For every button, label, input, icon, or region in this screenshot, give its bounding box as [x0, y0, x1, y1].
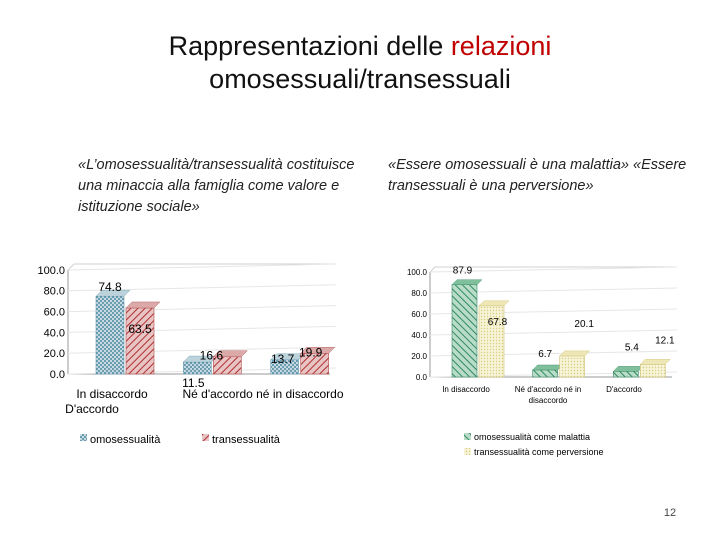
category-label: Né d'accordo né in disaccordo — [182, 387, 343, 401]
legend-label: omosessualità come malattia — [474, 432, 590, 442]
legend-label: omosessualità — [90, 434, 161, 446]
chart-back-wall — [429, 266, 677, 273]
data-label: 19.9 — [299, 345, 323, 359]
category-label: disaccordo — [529, 396, 568, 405]
y-tick-label: 60.0 — [411, 310, 427, 319]
data-label: 12.1 — [655, 335, 675, 346]
y-tick-label: 0.0 — [50, 369, 65, 381]
quote-right: «Essere omosessuali è una malattia» «Ess… — [388, 157, 687, 194]
category-label: D'accordo — [606, 385, 642, 394]
y-tick-label: 80.0 — [44, 286, 65, 298]
bar — [613, 371, 639, 378]
bar — [95, 295, 125, 375]
bar — [640, 363, 666, 378]
bar-top — [532, 364, 564, 371]
legend-swatch — [80, 434, 87, 441]
bar — [559, 355, 585, 378]
bar-top — [451, 279, 483, 285]
chart-back-wall — [67, 263, 336, 271]
data-label: 63.5 — [128, 322, 152, 336]
legend-swatch — [202, 434, 209, 441]
y-tick-label: 40.0 — [44, 327, 65, 339]
bar — [183, 361, 212, 375]
chart-left: 0.0 20.0 40.0 60.0 80.0 100.0 74.8 11.5 13.7 63.5… — [37, 263, 344, 446]
title-part1: Rappresentazioni delle — [168, 31, 451, 61]
y-tick-label: 100.0 — [407, 268, 428, 277]
quote-left: «L’omosessualità/transessualità costitui… — [78, 157, 355, 215]
y-tick-label: 20.0 — [411, 352, 427, 361]
title-highlight: relazioni — [450, 31, 552, 61]
gridline — [67, 284, 337, 292]
bar-top — [125, 301, 161, 309]
legend-label: transessualità come perversione — [474, 447, 604, 457]
bar-top — [212, 350, 248, 357]
y-tick-label: 40.0 — [411, 331, 427, 340]
category-label: Né d'accordo né in — [515, 385, 581, 394]
bar-top — [95, 290, 131, 297]
legend-swatch — [464, 448, 471, 455]
y-tick-label: 0.0 — [416, 373, 428, 382]
bar-top — [639, 359, 671, 365]
gridline — [67, 263, 337, 271]
data-label: 13.7 — [271, 352, 295, 366]
data-label: 6.7 — [538, 349, 552, 360]
y-tick-label: 60.0 — [44, 306, 65, 318]
bar-top — [300, 347, 336, 354]
category-label: D'accordo — [65, 402, 119, 416]
data-label: 11.5 — [182, 376, 205, 390]
bar — [125, 307, 155, 375]
category-label: In disaccordo — [76, 387, 148, 401]
data-label: 16.6 — [200, 349, 224, 363]
data-label: 74.8 — [98, 280, 122, 294]
data-label: 67.8 — [488, 317, 508, 328]
bar — [451, 284, 478, 378]
bar — [478, 305, 505, 378]
bar-top — [612, 366, 644, 372]
data-label: 5.4 — [625, 342, 639, 353]
bar — [532, 369, 558, 378]
y-tick-label: 20.0 — [44, 348, 65, 360]
y-tick-label: 80.0 — [411, 289, 427, 298]
category-label: In disaccordo — [442, 385, 490, 394]
legend-label: transessualità — [212, 434, 281, 446]
y-tick-label: 100.0 — [37, 265, 65, 277]
bar-top — [559, 350, 591, 357]
slide-title: Rappresentazioni delle relazioni omosess… — [0, 30, 720, 96]
data-label: 87.9 — [453, 266, 473, 277]
chart-right: 0.0 20.0 40.0 60.0 80.0 100.0 87.9 6.7 5.4 67.8 20… — [407, 266, 678, 457]
legend-swatch — [464, 433, 471, 440]
title-line2: omosessuali/transessuali — [209, 64, 511, 94]
gridline — [429, 266, 678, 273]
data-label: 20.1 — [574, 319, 594, 330]
bar-top — [478, 300, 510, 307]
page-number: 12 — [663, 507, 677, 519]
